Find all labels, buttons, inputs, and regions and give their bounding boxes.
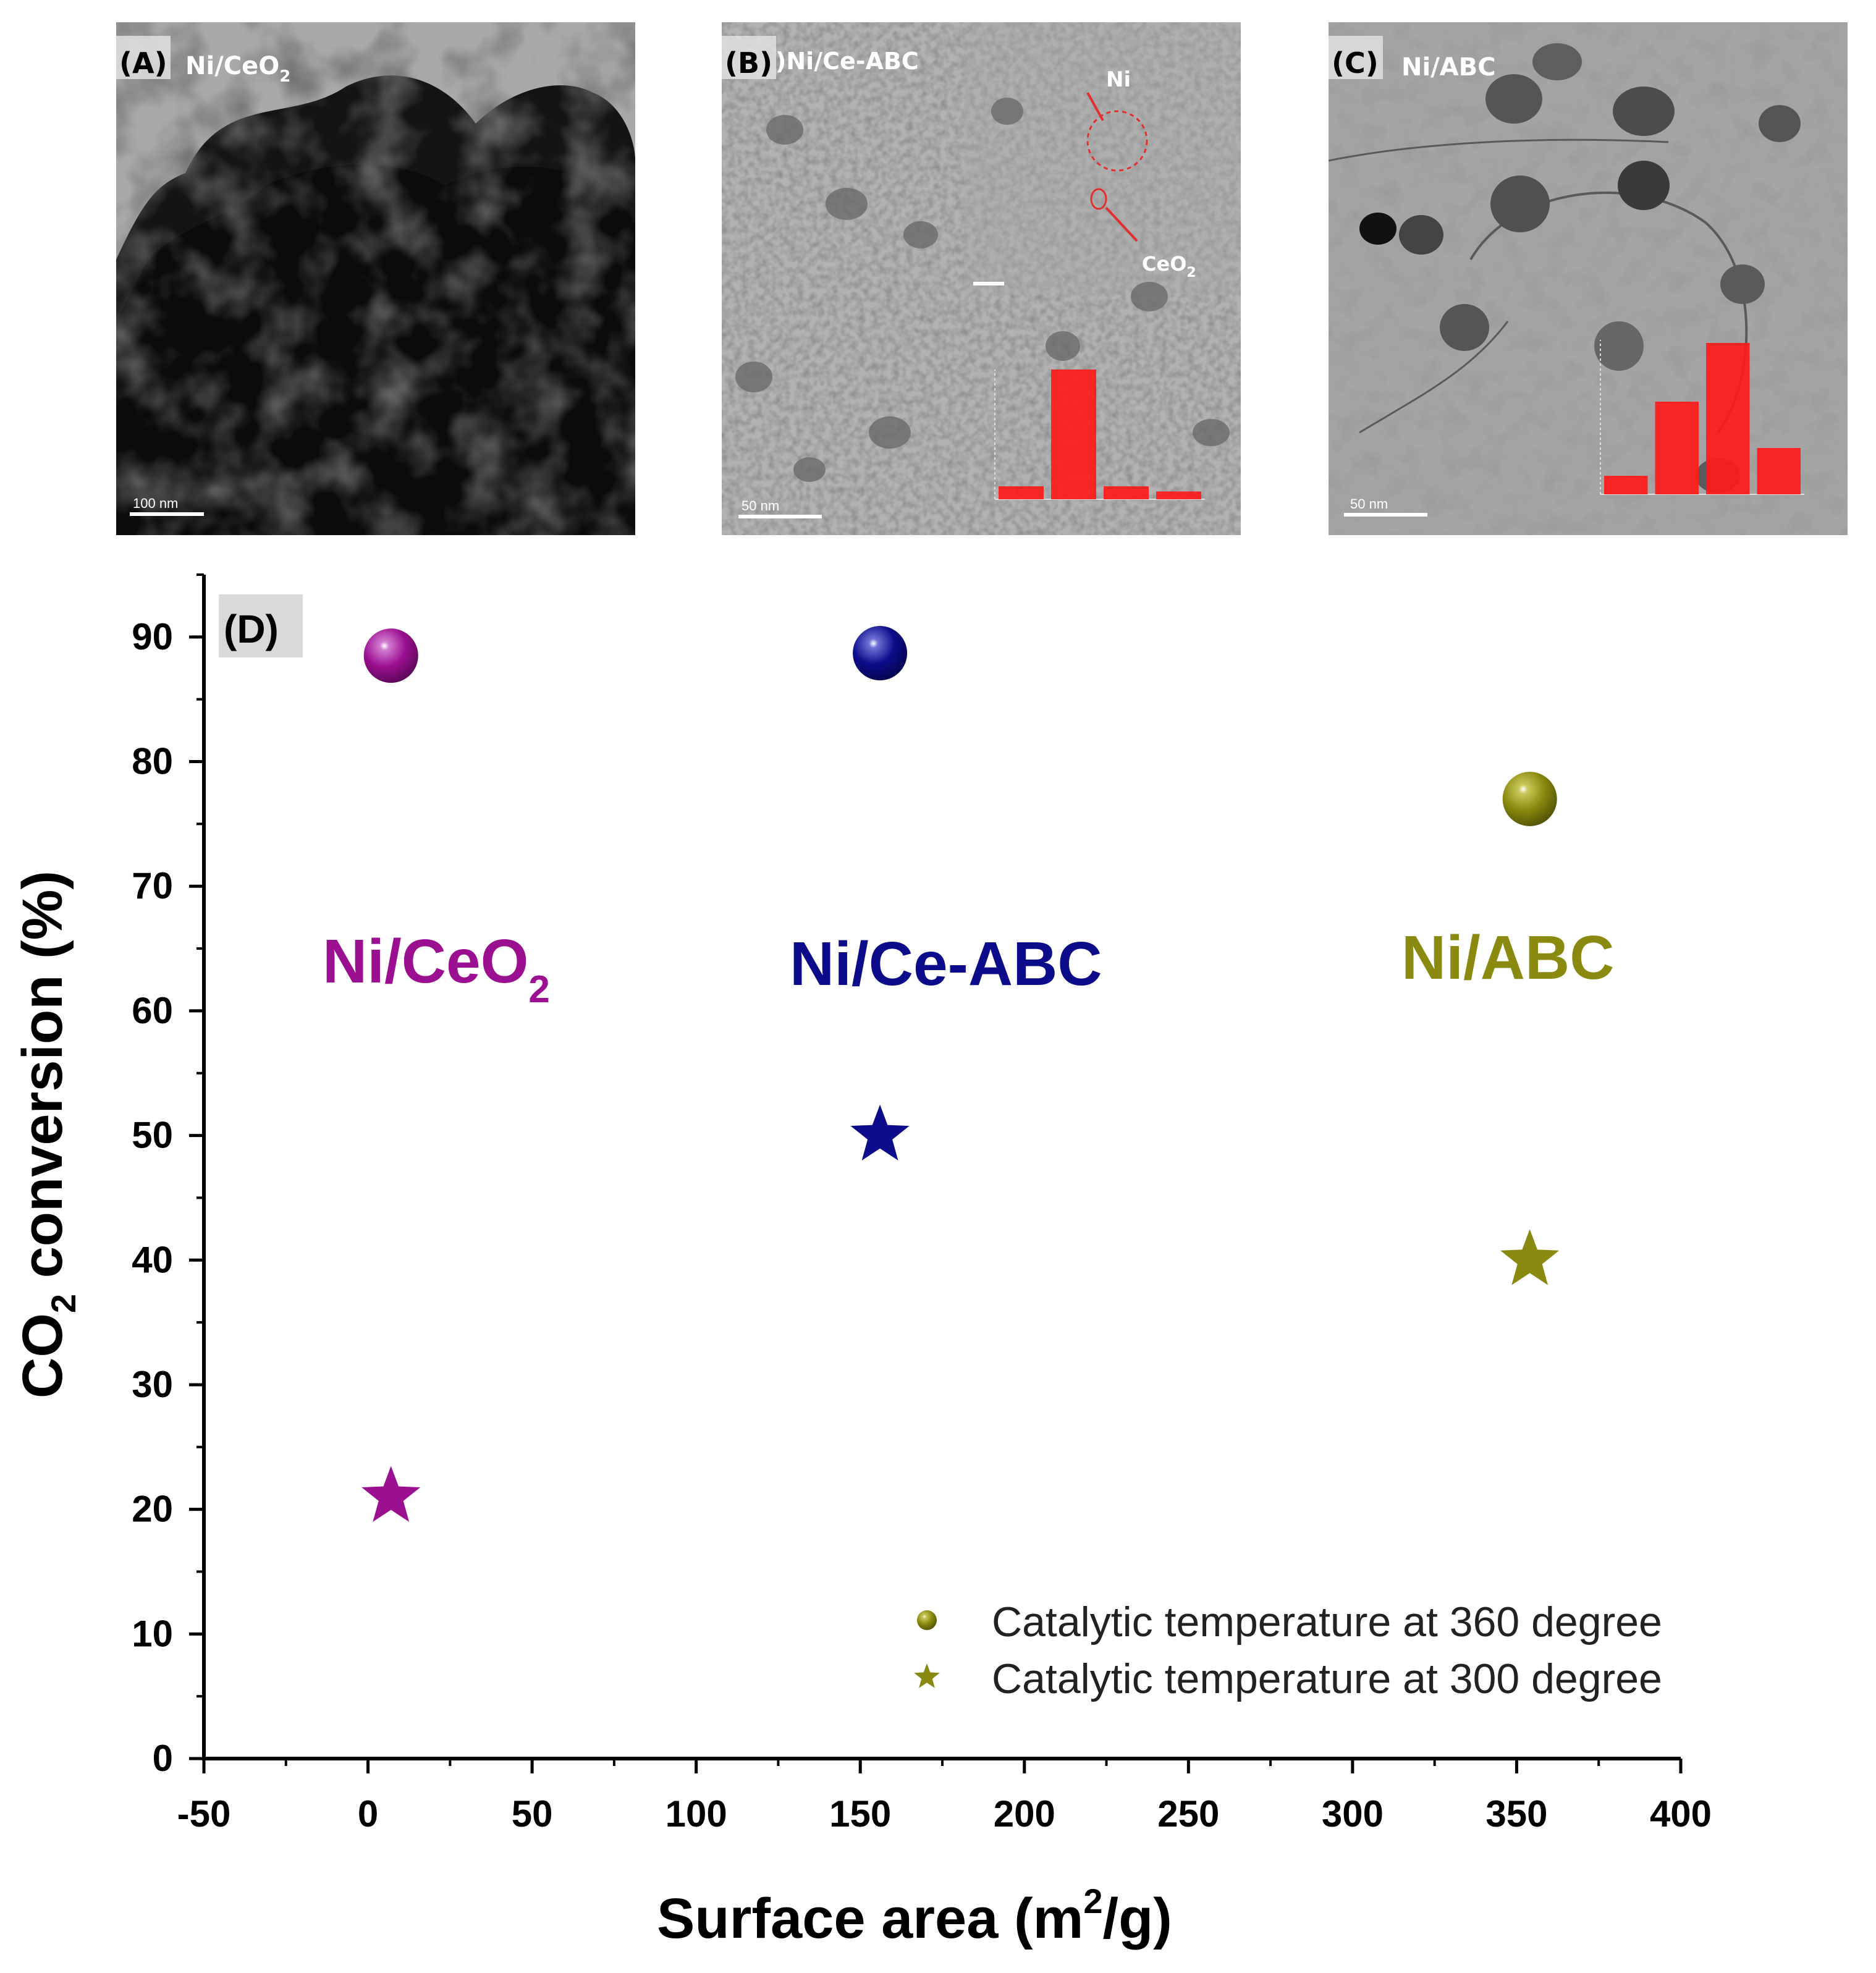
panel-label-d-box [219, 594, 303, 657]
callout-ni: Ni [1106, 67, 1131, 92]
x-tick-label: 350 [1485, 1793, 1547, 1835]
histogram-bar [1104, 486, 1149, 499]
y-tick-label: 70 [132, 865, 173, 906]
x-axis-title: Surface area (m2/g) [657, 1882, 1172, 1950]
tem-panel-a: 100 nm (A) Ni/CeO2 [116, 22, 635, 535]
x-tick-label: 400 [1650, 1793, 1712, 1835]
histogram-bar [1706, 343, 1750, 494]
y-axis-title: CO2 conversion (%) [11, 871, 83, 1398]
point-star [850, 1104, 910, 1160]
histogram-bar [1604, 476, 1648, 494]
panel-title-a: Ni/CeO2 [185, 52, 290, 86]
legend-marker-sphere [917, 1610, 937, 1630]
data-points [361, 626, 1560, 1522]
panel-letter-c: (C) [1332, 46, 1379, 80]
annotation-ni-ce-abc: Ni/Ce-ABC [790, 929, 1102, 999]
histogram-bar [1655, 402, 1699, 494]
dark-particles-b [735, 98, 1230, 482]
ni-particles-c [1359, 43, 1801, 493]
histogram-bar [1051, 370, 1096, 499]
panel-letter-b: (B) [725, 46, 772, 80]
y-tick-label: 20 [132, 1489, 173, 1530]
x-tick-label: 0 [358, 1793, 378, 1835]
x-tick-label: 300 [1322, 1793, 1384, 1835]
point-star [1500, 1229, 1560, 1285]
size-histogram-c [1600, 340, 1804, 495]
size-histogram-b [994, 370, 1205, 500]
y-tick-label: 90 [132, 616, 173, 657]
tem-panel-b: Ni CeO2 50 nm (B) )Ni/Ce-ABC [722, 22, 1241, 535]
y-tick-label: 60 [132, 990, 173, 1031]
legend: Catalytic temperature at 360 degree Cata… [914, 1599, 1662, 1702]
point-sphere [363, 628, 418, 683]
tem-panel-c: 50 nm (C) Ni/ABC [1329, 22, 1848, 535]
scale-bar-label-a: 100 nm [133, 496, 178, 511]
y-tick-label: 10 [132, 1613, 173, 1654]
legend-marker-star [914, 1663, 940, 1688]
annotation-ni-ceo2: Ni/CeO2 [323, 927, 550, 1011]
x-tick-label: 250 [1157, 1793, 1219, 1835]
x-tick-label: 100 [665, 1793, 727, 1835]
ni-particle-highlight [1086, 110, 1148, 172]
y-tick-label: 0 [153, 1738, 173, 1779]
legend-label-360: Catalytic temperature at 360 degree [992, 1599, 1662, 1646]
x-tick-label: 50 [512, 1793, 553, 1835]
point-sphere [853, 626, 908, 681]
x-tick-label: -50 [177, 1793, 231, 1835]
x-tick-label: 150 [829, 1793, 891, 1835]
histogram-bar [1156, 491, 1201, 499]
y-tick-label: 40 [132, 1239, 173, 1280]
panel-title-b: )Ni/Ce-ABC [775, 48, 919, 75]
callout-ceo2: CeO2 [1142, 252, 1196, 281]
scale-bar-label-b: 50 nm [742, 498, 779, 513]
scale-bar-label-c: 50 nm [1350, 496, 1388, 512]
x-tick-label: 200 [994, 1793, 1055, 1835]
histogram-bar [1757, 448, 1801, 494]
point-sphere [1502, 772, 1557, 827]
annotation-ni-abc: Ni/ABC [1401, 923, 1614, 992]
panel-label-d: (D) [224, 607, 279, 651]
x-ticks: -50 0 50 100 150 200 250 300 350 400 [177, 1759, 1712, 1835]
panel-letter-a: (A) [119, 46, 167, 80]
y-ticks: 0 10 20 30 40 50 60 70 80 90 [132, 573, 204, 1779]
y-tick-label: 50 [132, 1115, 173, 1156]
legend-label-300: Catalytic temperature at 300 degree [992, 1655, 1662, 1702]
point-star [361, 1466, 421, 1522]
y-tick-label: 80 [132, 741, 173, 782]
y-tick-label: 30 [132, 1364, 173, 1405]
panel-title-c: Ni/ABC [1401, 53, 1496, 82]
histogram-bar [999, 486, 1044, 499]
